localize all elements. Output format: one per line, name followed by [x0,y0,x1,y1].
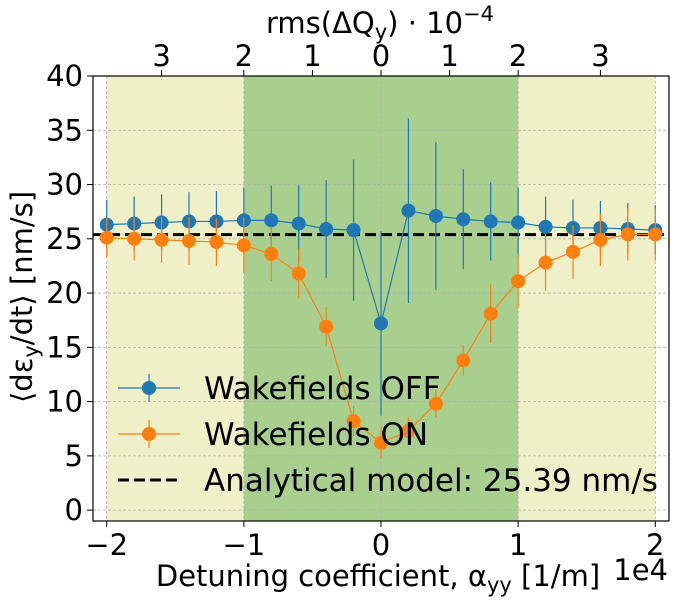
series-0-point-7 [291,216,306,231]
x-axis-title-sub: yy [487,573,512,597]
legend-entry-on: Wakefields ON [118,417,428,453]
y-axis-title: ⟨dεy/dt⟩ [nm/s] [5,191,43,403]
top-tick-label-5: 2 [509,39,527,73]
top-axis-title-sub: y [375,20,387,44]
series-1-point-20 [648,227,663,242]
shaded-region-1 [518,76,656,521]
series-1-point-14 [483,306,498,321]
legend-off-marker [142,381,156,395]
series-1-point-15 [511,274,526,289]
series-1-point-1 [127,231,142,246]
series-0-point-10 [374,316,388,331]
x-axis-title: Detuning coefficient, αyy [1/m] [156,559,600,597]
x-tick-label-1: −1 [222,528,265,562]
series-1-point-6 [264,247,279,261]
x-axis-title-main: Detuning coefficient, α [156,559,487,593]
y-tick-label-8: 40 [46,59,83,93]
series-1-point-18 [593,232,608,247]
series-0-point-12 [428,209,443,224]
series-0-point-8 [319,222,334,237]
top-axis-title: rms(ΔQy) · 10−4 [266,2,494,44]
top-axis-title-tail: ) · 10 [387,6,463,40]
legend-on-marker [142,427,156,441]
series-0-point-16 [538,219,553,234]
series-1-point-11 [401,423,416,438]
top-axis-title-main: rms(ΔQ [266,6,375,40]
top-tick-label-4: 1 [440,39,458,73]
y-tick-label-4: 20 [46,276,83,310]
top-tick-label-2: 1 [303,39,321,73]
x-tick-label-0: −2 [85,528,128,562]
top-tick-label-3: 0 [372,39,390,73]
shaded-regions [106,76,656,521]
series-1-point-2 [154,232,169,247]
legend: Wakefields OFF Wakefields ON Analytical … [118,371,658,499]
series-1 [99,208,663,460]
series-0-point-9 [346,223,361,238]
series-0-point-6 [264,213,279,228]
x-tick-label-4: 2 [646,528,664,562]
series-1-point-12 [428,396,443,411]
series-1-point-10 [374,435,388,450]
y-axis-title-unit: /dt⟩ [nm/s] [5,191,39,345]
series-1-point-8 [319,319,334,334]
top-axis-title-sup: −4 [463,2,494,26]
y-tick-label-7: 35 [46,113,83,147]
legend-model-label: Analytical model: 25.39 nm/s [204,463,658,499]
series-1-point-13 [456,353,471,368]
y-tick-label-5: 25 [46,222,83,256]
y-axis-title-main: ⟨dε [5,358,39,403]
series-1-point-5 [236,238,251,253]
series-1-point-4 [209,235,224,250]
legend-entry-model: Analytical model: 25.39 nm/s [118,463,658,499]
y-tick-label-0: 0 [65,493,83,527]
x-offset-text: 1e4 [613,553,668,587]
series-0-point-14 [483,214,498,229]
series-1-point-16 [538,255,553,270]
series-1-point-9 [346,414,361,429]
top-tick-label-1: 2 [235,39,253,73]
series-1-point-7 [291,266,306,281]
series-1-point-0 [99,230,114,245]
x-tick-label-3: 1 [509,528,527,562]
x-axis-title-unit: [1/m] [512,559,600,593]
y-tick-label-6: 30 [46,168,83,202]
y-tick-label-3: 15 [46,330,83,364]
series-0-point-13 [456,212,471,227]
top-tick-label-0: 3 [152,39,170,73]
shaded-region-0 [106,76,244,521]
legend-on-label: Wakefields ON [204,417,428,453]
series-0-point-15 [511,215,526,230]
series-layer [99,118,663,460]
top-tick-label-6: 3 [591,39,609,73]
series-1-point-19 [620,227,635,242]
legend-entry-off: Wakefields OFF [118,371,441,407]
y-tick-label-1: 5 [65,439,83,473]
series-1-point-17 [566,244,580,259]
x-tick-label-2: 0 [372,528,390,562]
series-0-point-11 [401,203,416,218]
y-axis-title-sub: y [19,345,43,357]
legend-off-label: Wakefields OFF [204,371,441,407]
y-tick-label-2: 10 [46,385,83,419]
series-1-point-3 [182,233,196,248]
